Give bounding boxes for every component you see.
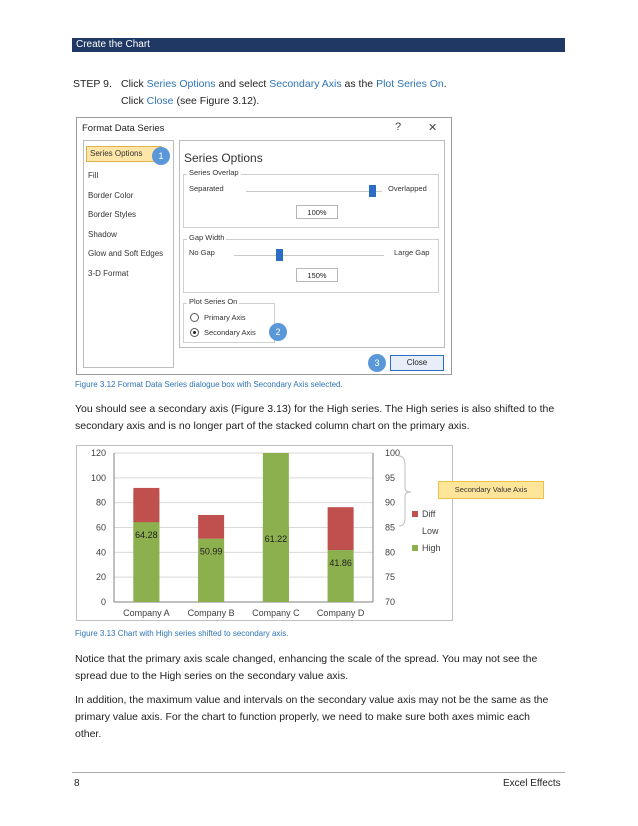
gap-slider-track[interactable] bbox=[234, 255, 384, 256]
footer-title: Excel Effects bbox=[503, 778, 561, 789]
category-label: Company A bbox=[123, 608, 170, 618]
secondary-tick-label: 90 bbox=[385, 498, 395, 508]
secondary-tick-label: 75 bbox=[385, 572, 395, 582]
overlap-left-label: Separated bbox=[189, 184, 224, 193]
secondary-axis-callout: Secondary Value Axis bbox=[438, 481, 544, 499]
close-button[interactable]: Close bbox=[390, 355, 444, 371]
secondary-axis-radio[interactable] bbox=[190, 328, 199, 337]
dialog-title: Format Data Series bbox=[82, 123, 165, 134]
category-label: Company D bbox=[317, 608, 365, 618]
overlap-slider-thumb[interactable] bbox=[369, 185, 376, 197]
category-label: Company C bbox=[252, 608, 300, 618]
step-number: STEP 9. bbox=[73, 78, 112, 90]
primary-tick-label: 40 bbox=[96, 547, 106, 557]
secondary-tick-label: 85 bbox=[385, 523, 395, 533]
paragraph-3-line-1: In addition, the maximum value and inter… bbox=[75, 694, 549, 706]
primary-tick-label: 0 bbox=[101, 597, 106, 607]
list-item-border-styles[interactable]: Border Styles bbox=[88, 210, 137, 219]
diff-bar bbox=[198, 514, 225, 539]
diff-bar bbox=[133, 487, 160, 523]
plot-series-on-group bbox=[183, 303, 275, 343]
primary-axis-label[interactable]: Primary Axis bbox=[204, 313, 246, 322]
data-label: 50.99 bbox=[200, 547, 223, 557]
list-item-glow-soft-edges[interactable]: Glow and Soft Edges bbox=[88, 249, 164, 258]
figure-3-12-caption: Figure 3.12 Format Data Series dialogue … bbox=[75, 380, 343, 389]
paragraph-3-line-2: primary value axis. For the chart to fun… bbox=[75, 711, 531, 723]
secondary-tick-label: 100 bbox=[385, 448, 400, 458]
category-list: Series Options Fill Border Color Border … bbox=[83, 140, 174, 368]
gap-width-legend: Gap Width bbox=[187, 233, 227, 242]
legend-label: Diff bbox=[422, 509, 436, 519]
step-badge-2: 2 bbox=[269, 323, 287, 341]
step-badge-3: 3 bbox=[368, 354, 386, 372]
step-line-2: Click Close (see Figure 3.12). bbox=[121, 95, 260, 107]
primary-tick-label: 60 bbox=[96, 523, 106, 533]
primary-axis-radio[interactable] bbox=[190, 313, 199, 322]
primary-tick-label: 120 bbox=[91, 448, 106, 458]
paragraph-2-line-2: spread due to the High series on the sec… bbox=[75, 670, 349, 682]
stacked-column-chart: 0 20 40 60 80 100 120 70 75 80 85 90 95 100 64.28 Compa… bbox=[91, 448, 441, 618]
series-options-pane: Series Options Series Overlap Separated … bbox=[179, 140, 445, 348]
secondary-tick-label: 80 bbox=[385, 547, 395, 557]
series-overlap-group bbox=[183, 174, 439, 228]
primary-tick-label: 100 bbox=[91, 473, 106, 483]
paragraph-1-line-1: You should see a secondary axis (Figure … bbox=[75, 403, 555, 415]
pane-title: Series Options bbox=[184, 151, 263, 165]
data-label: 64.28 bbox=[135, 530, 158, 540]
gap-right-label: Large Gap bbox=[394, 248, 430, 257]
axis-brace bbox=[398, 455, 412, 527]
close-icon[interactable]: ✕ bbox=[428, 122, 438, 134]
low-bar bbox=[327, 550, 354, 602]
legend-swatch bbox=[412, 511, 418, 517]
gap-left-label: No Gap bbox=[189, 248, 215, 257]
paragraph-3-line-3: other. bbox=[75, 728, 102, 740]
overlap-right-label: Overlapped bbox=[388, 184, 427, 193]
primary-tick-label: 80 bbox=[96, 498, 106, 508]
secondary-axis-label[interactable]: Secondary Axis bbox=[204, 328, 256, 337]
paragraph-1-line-2: secondary axis and is no longer part of … bbox=[75, 420, 470, 432]
diff-bar bbox=[327, 507, 354, 551]
primary-tick-label: 20 bbox=[96, 572, 106, 582]
legend-label: High bbox=[422, 543, 441, 553]
gap-value-field[interactable]: 150% bbox=[296, 268, 338, 282]
low-bar bbox=[262, 525, 289, 602]
close-link: Close bbox=[146, 95, 174, 107]
plot-series-on-legend: Plot Series On bbox=[187, 297, 240, 306]
gap-slider-thumb[interactable] bbox=[276, 249, 283, 261]
format-data-series-dialog: Format Data Series ? ✕ Series Options Fi… bbox=[76, 117, 452, 375]
figure-3-13-caption: Figure 3.13 Chart with High series shift… bbox=[75, 629, 289, 638]
list-item-fill[interactable]: Fill bbox=[88, 171, 99, 180]
category-label: Company B bbox=[188, 608, 235, 618]
series-options-link: Series Options bbox=[146, 78, 216, 90]
paragraph-2-line-1: Notice that the primary axis scale chang… bbox=[75, 653, 538, 665]
overlap-slider-track[interactable] bbox=[246, 191, 382, 192]
plot-series-on-link: Plot Series On bbox=[376, 78, 444, 90]
step-line-1: Click Series Options and select Secondar… bbox=[121, 78, 447, 90]
list-item-border-color[interactable]: Border Color bbox=[88, 191, 134, 200]
secondary-tick-label: 95 bbox=[385, 473, 395, 483]
footer-rule bbox=[72, 772, 565, 773]
page-number: 8 bbox=[74, 778, 80, 789]
legend-swatch bbox=[412, 545, 418, 551]
series-overlap-legend: Series Overlap bbox=[187, 168, 241, 177]
low-bar bbox=[133, 522, 160, 602]
chapter-header: Create the Chart bbox=[72, 38, 565, 52]
help-icon[interactable]: ? bbox=[395, 121, 402, 133]
step-badge-1: 1 bbox=[152, 147, 170, 165]
secondary-tick-label: 70 bbox=[385, 597, 395, 607]
list-item-shadow[interactable]: Shadow bbox=[88, 230, 117, 239]
secondary-axis-link: Secondary Axis bbox=[269, 78, 342, 90]
overlap-value-field[interactable]: 100% bbox=[296, 205, 338, 219]
list-item-series-options[interactable]: Series Options bbox=[86, 146, 162, 162]
low-bar bbox=[198, 538, 225, 602]
gap-width-group bbox=[183, 239, 439, 293]
data-label: 61.22 bbox=[265, 534, 288, 544]
chart-frame: 0 20 40 60 80 100 120 70 75 80 85 90 95 100 64.28 Compa… bbox=[76, 445, 453, 621]
list-item-3d-format[interactable]: 3-D Format bbox=[88, 269, 129, 278]
legend-label: Low bbox=[422, 526, 439, 536]
data-label: 41.86 bbox=[329, 558, 352, 568]
